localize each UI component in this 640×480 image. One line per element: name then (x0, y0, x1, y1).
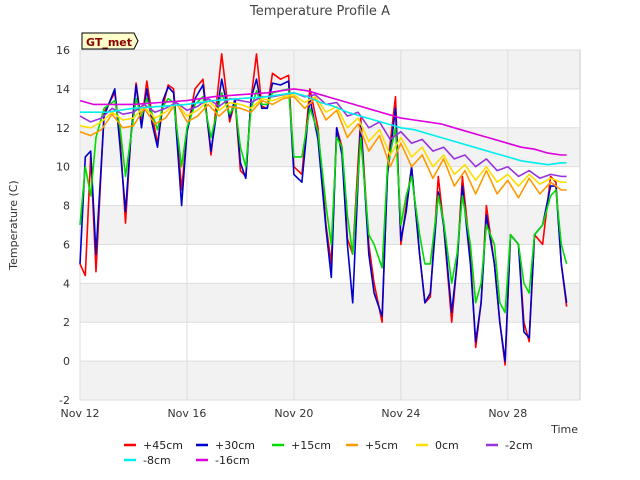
x-tick-label: Nov 24 (381, 407, 420, 420)
y-tick-label: 6 (63, 238, 70, 251)
legend-label: -16cm (215, 454, 250, 467)
x-axis-ticks: Nov 12 Nov 16 Nov 20 Nov 24 Nov 28 (61, 407, 528, 420)
legend-label: +15cm (291, 439, 331, 452)
legend-label: -2cm (505, 439, 533, 452)
y-tick-label: -2 (59, 394, 70, 407)
legend-item: -8cm (124, 454, 171, 467)
y-tick-label: 14 (56, 83, 70, 96)
y-tick-label: 0 (63, 355, 70, 368)
badge-label: GT_met (86, 36, 132, 49)
series-line (79, 53, 568, 366)
legend-label: 0cm (435, 439, 459, 452)
y-axis-ticks: -2 0 2 4 6 8 10 12 14 16 (56, 44, 70, 407)
y-tick-label: 16 (56, 44, 70, 57)
legend-label: +45cm (143, 439, 183, 452)
background-band (80, 127, 580, 167)
series-line (79, 93, 567, 187)
y-tick-label: 10 (56, 161, 70, 174)
y-axis-label: Temperature (C) (7, 180, 20, 270)
legend-item: 0cm (416, 439, 459, 452)
series-line (80, 92, 567, 166)
legend-item: -16cm (196, 454, 250, 467)
legend-label: +30cm (215, 439, 255, 452)
legend-label: +5cm (365, 439, 398, 452)
legend-item: +5cm (346, 439, 398, 452)
legend-item: +30cm (196, 439, 255, 452)
y-tick-label: 8 (63, 200, 70, 213)
x-axis-label: Time (550, 423, 578, 436)
background-band (80, 50, 580, 89)
y-tick-label: 12 (56, 122, 70, 135)
series-lines (79, 53, 568, 366)
legend-label: -8cm (143, 454, 171, 467)
x-tick-label: Nov 20 (274, 407, 313, 420)
grid-lines (79, 49, 580, 401)
series-line (79, 95, 567, 199)
legend-item: -2cm (486, 439, 533, 452)
x-tick-label: Nov 12 (61, 407, 100, 420)
gt-met-badge: GT_met (81, 32, 139, 50)
badge-box (81, 32, 139, 50)
chart-title: Temperature Profile A (249, 4, 390, 19)
series-line (79, 78, 568, 362)
x-tick-label: Nov 28 (488, 407, 527, 420)
series-line (79, 88, 567, 156)
y-tick-label: 4 (63, 277, 70, 290)
legend: +45cm +30cm +15cm +5cm 0cm -2cm -8cm -16cm (124, 439, 533, 467)
y-tick-label: 2 (63, 316, 70, 329)
legend-item: +15cm (272, 439, 331, 452)
x-tick-label: Nov 16 (167, 407, 206, 420)
series-line (79, 88, 568, 314)
background-band (80, 361, 580, 400)
legend-item: +45cm (124, 439, 183, 452)
